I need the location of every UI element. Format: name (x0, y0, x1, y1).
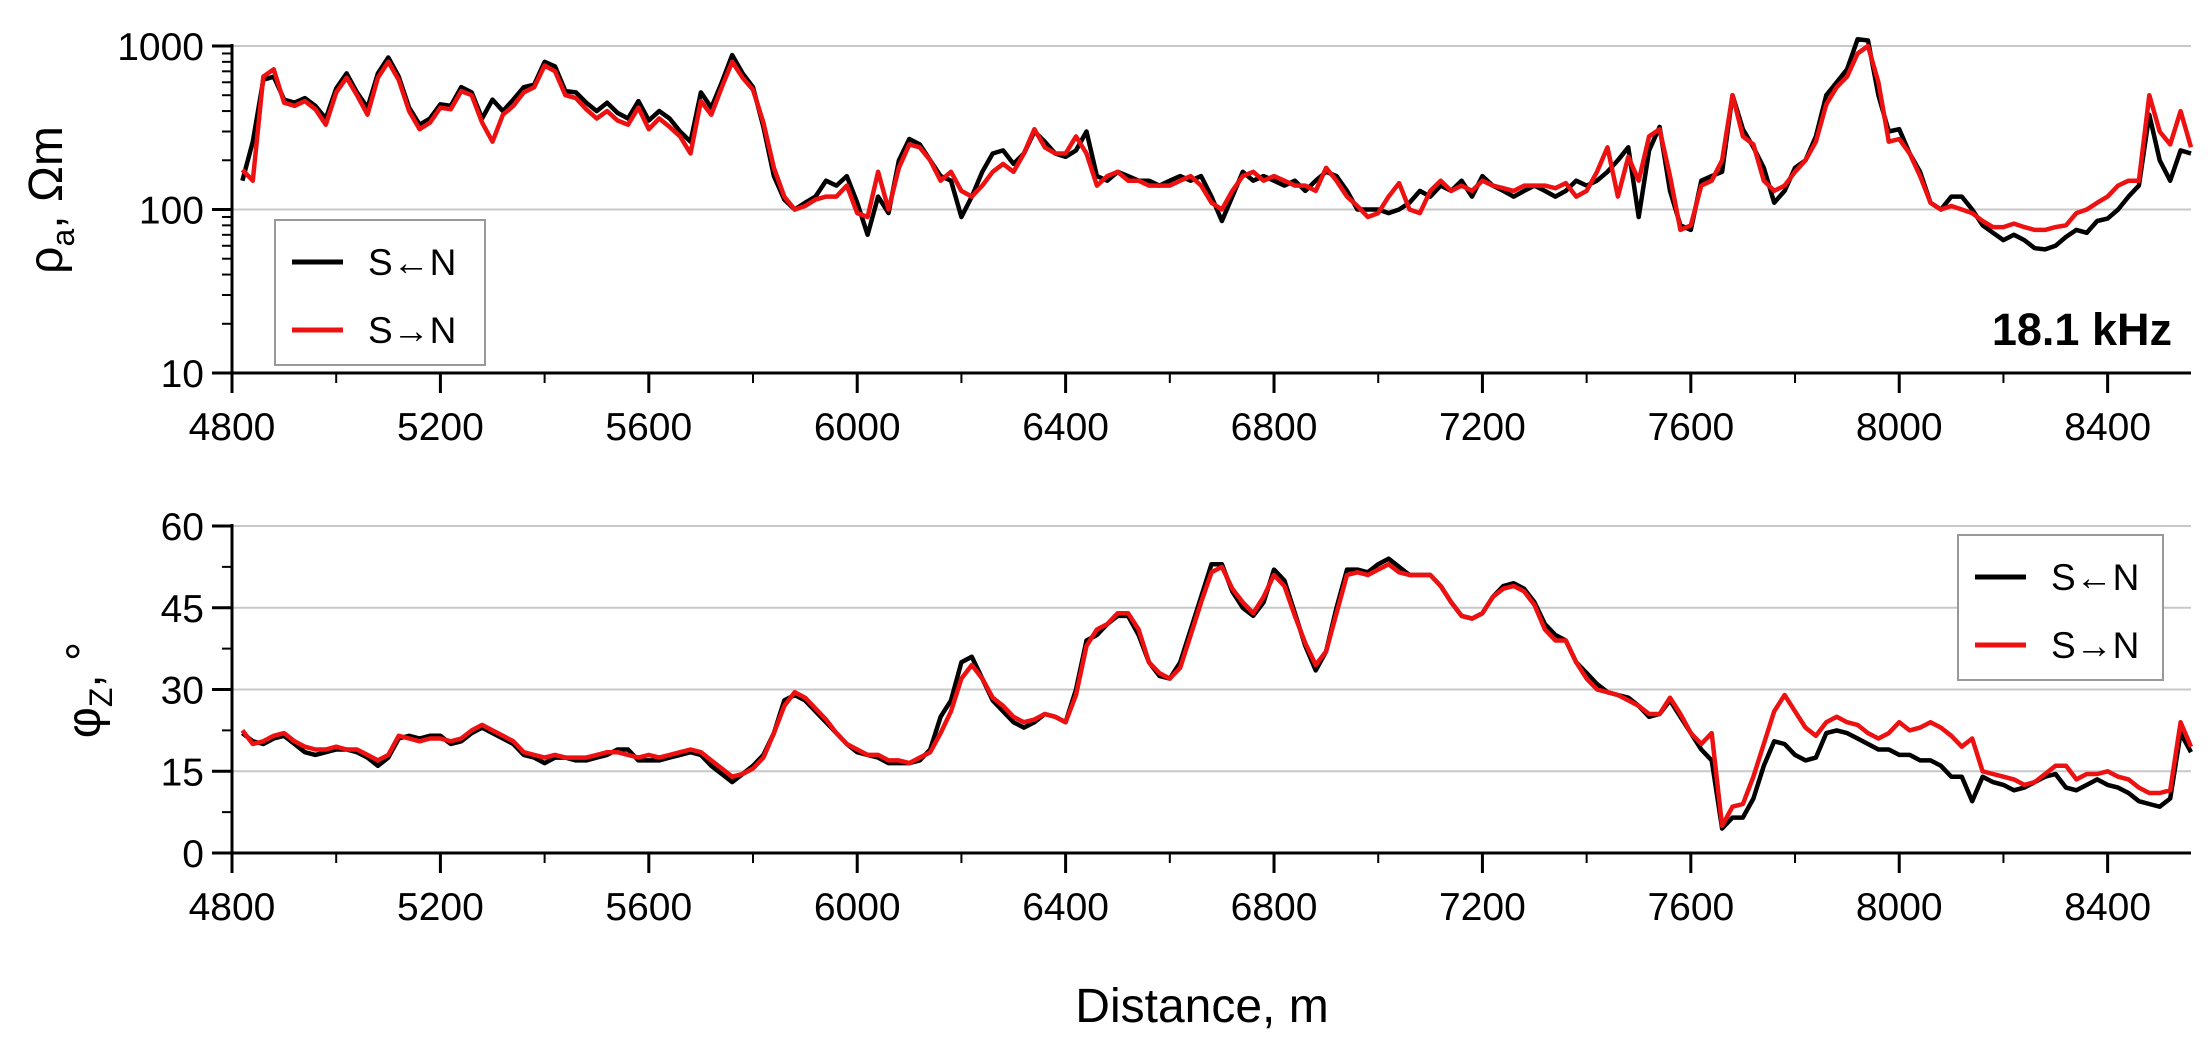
phase-legend-label: S→N (2051, 625, 2139, 666)
phase-legend-box (1957, 534, 2164, 681)
resistivity-x-tick-label: 5200 (397, 406, 484, 449)
resistivity-x-tick-label: 5600 (605, 406, 692, 449)
resistivity-series-line (240, 36, 2192, 252)
phase-y-tick-label: 0 (182, 833, 204, 876)
phase-panel: 0 15 30 45 60 4800 5200 5600 6000 6400 6800 7200 760… (58, 506, 2194, 929)
phase-y-tick-label: 60 (161, 506, 204, 549)
resistivity-legend-label: S←N (368, 242, 456, 283)
resistivity-y-tick-label: 10 (161, 353, 204, 396)
phase-series-line (240, 561, 2194, 829)
phase-x-tick-label: 8000 (1856, 886, 1943, 929)
resistivity-legend[interactable]: S←N S→N (274, 219, 486, 366)
resistivity-series-line (240, 43, 2194, 233)
phase-x-tick-label: 6000 (814, 886, 901, 929)
resistivity-tick-labels: 10 100 1000 4800 5200 5600 6000 6400 6800 7200 760… (117, 26, 2151, 449)
phase-x-tick-label: 5200 (397, 886, 484, 929)
phase-series-line (241, 556, 2193, 831)
resistivity-x-tick-label: 8000 (1856, 406, 1943, 449)
phase-y-axis-title: φZ, ° (58, 642, 119, 739)
resistivity-x-tick-label: 6000 (814, 406, 901, 449)
resistivity-x-tick-label: 4800 (189, 406, 276, 449)
resistivity-y-tick-label: 1000 (117, 26, 204, 69)
phase-legend[interactable]: S←N S→N (1957, 534, 2164, 681)
resistivity-panel: 10 100 1000 4800 5200 5600 6000 6400 6800 7200 760… (20, 26, 2194, 449)
resistivity-legend-label: S→N (368, 310, 456, 351)
frequency-annotation: 18.1 kHz (1992, 304, 2172, 355)
ylabel-rho: ρ (20, 247, 73, 274)
resistivity-series (240, 36, 2194, 252)
ylabel-degree-unit: , ° (58, 642, 111, 688)
resistivity-x-tick-label: 6800 (1231, 406, 1318, 449)
phase-legend-label: S←N (2051, 557, 2139, 598)
phase-x-tick-label: 8400 (2064, 886, 2151, 929)
resistivity-y-axis-title: ρa, Ωm (20, 126, 81, 274)
resistivity-y-tick-label: 100 (139, 190, 204, 233)
phase-axes (212, 524, 2191, 873)
ylabel-sub-z: Z (83, 688, 119, 708)
x-axis-title: Distance, m (1075, 980, 1328, 1033)
phase-x-tick-label: 7600 (1647, 886, 1734, 929)
phase-series (240, 556, 2194, 831)
resistivity-x-tick-label: 6400 (1022, 406, 1109, 449)
ylabel-unit: , Ωm (20, 126, 73, 229)
phase-x-tick-label: 6800 (1231, 886, 1318, 929)
resistivity-x-tick-label: 8400 (2064, 406, 2151, 449)
phase-y-tick-label: 30 (161, 670, 204, 713)
ylabel-phi: φ (58, 707, 111, 738)
resistivity-x-tick-label: 7600 (1647, 406, 1734, 449)
phase-y-tick-label: 15 (161, 751, 204, 794)
phase-tick-labels: 0 15 30 45 60 4800 5200 5600 6000 6400 6800 7200 760… (161, 506, 2151, 929)
resistivity-x-tick-label: 7200 (1439, 406, 1526, 449)
phase-y-tick-label: 45 (161, 588, 204, 631)
phase-x-tick-label: 7200 (1439, 886, 1526, 929)
phase-x-tick-label: 4800 (189, 886, 276, 929)
phase-gridlines (232, 525, 2191, 773)
resistivity-legend-box (274, 219, 486, 366)
resistivity-axes (212, 44, 2191, 393)
ylabel-sub-a: a (45, 229, 81, 247)
phase-x-tick-label: 5600 (605, 886, 692, 929)
phase-x-tick-label: 6400 (1022, 886, 1109, 929)
